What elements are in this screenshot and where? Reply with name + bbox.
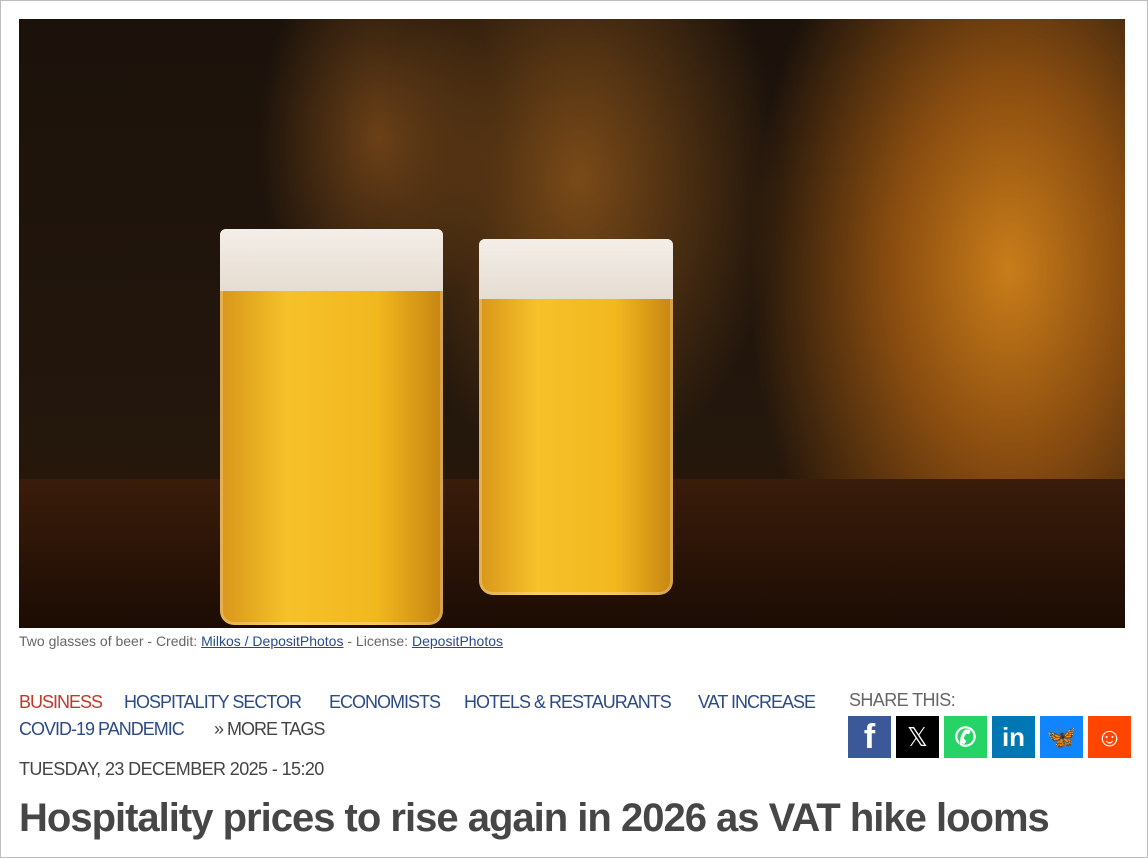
share-buttons: f 𝕏 ✆ in 🦋 ☺: [848, 716, 1131, 758]
article-photo-beer-glasses: [19, 19, 1125, 628]
share-reddit-button[interactable]: ☺: [1088, 716, 1131, 758]
share-x-button[interactable]: 𝕏: [896, 716, 939, 758]
share-bluesky-button[interactable]: 🦋: [1040, 716, 1083, 758]
share-whatsapp-button[interactable]: ✆: [944, 716, 987, 758]
tag-economists[interactable]: ECONOMISTS: [329, 692, 441, 712]
beer-glass-right: [479, 239, 673, 595]
bluesky-icon: 🦋: [1046, 723, 1077, 751]
beer-glass-left: [220, 229, 443, 625]
tag-business[interactable]: BUSINESS: [19, 692, 103, 712]
license-link[interactable]: DepositPhotos: [411, 633, 504, 649]
facebook-icon: f: [863, 717, 876, 756]
share-label: SHARE THIS:: [849, 690, 956, 710]
tag-covid-19-pandemic[interactable]: COVID-19 PANDEMIC: [19, 719, 185, 739]
whatsapp-icon: ✆: [954, 721, 977, 752]
tag-vat-increase[interactable]: VAT INCREASE: [698, 692, 816, 712]
more-tags-link[interactable]: » MORE TAGS: [214, 719, 325, 739]
license-text: - License:: [343, 633, 412, 649]
x-icon: 𝕏: [907, 721, 928, 752]
share-linkedin-button[interactable]: in: [992, 716, 1035, 758]
linkedin-icon: in: [1001, 721, 1026, 752]
photo-caption: Two glasses of beer - Credit: Milkos / D…: [19, 633, 503, 649]
share-facebook-button[interactable]: f: [848, 716, 891, 758]
article-headline: Hospitality prices to rise again in 2026…: [19, 796, 1050, 840]
tag-hotels-restaurants[interactable]: HOTELS & RESTAURANTS: [464, 692, 672, 712]
reddit-icon: ☺: [1096, 721, 1123, 752]
publish-date: TUESDAY, 23 DECEMBER 2025 - 15:20: [19, 759, 324, 779]
tag-hospitality-sector[interactable]: HOSPITALITY SECTOR: [124, 692, 302, 712]
caption-text: Two glasses of beer - Credit:: [19, 633, 202, 649]
credit-link[interactable]: Milkos / DepositPhotos: [201, 633, 344, 649]
